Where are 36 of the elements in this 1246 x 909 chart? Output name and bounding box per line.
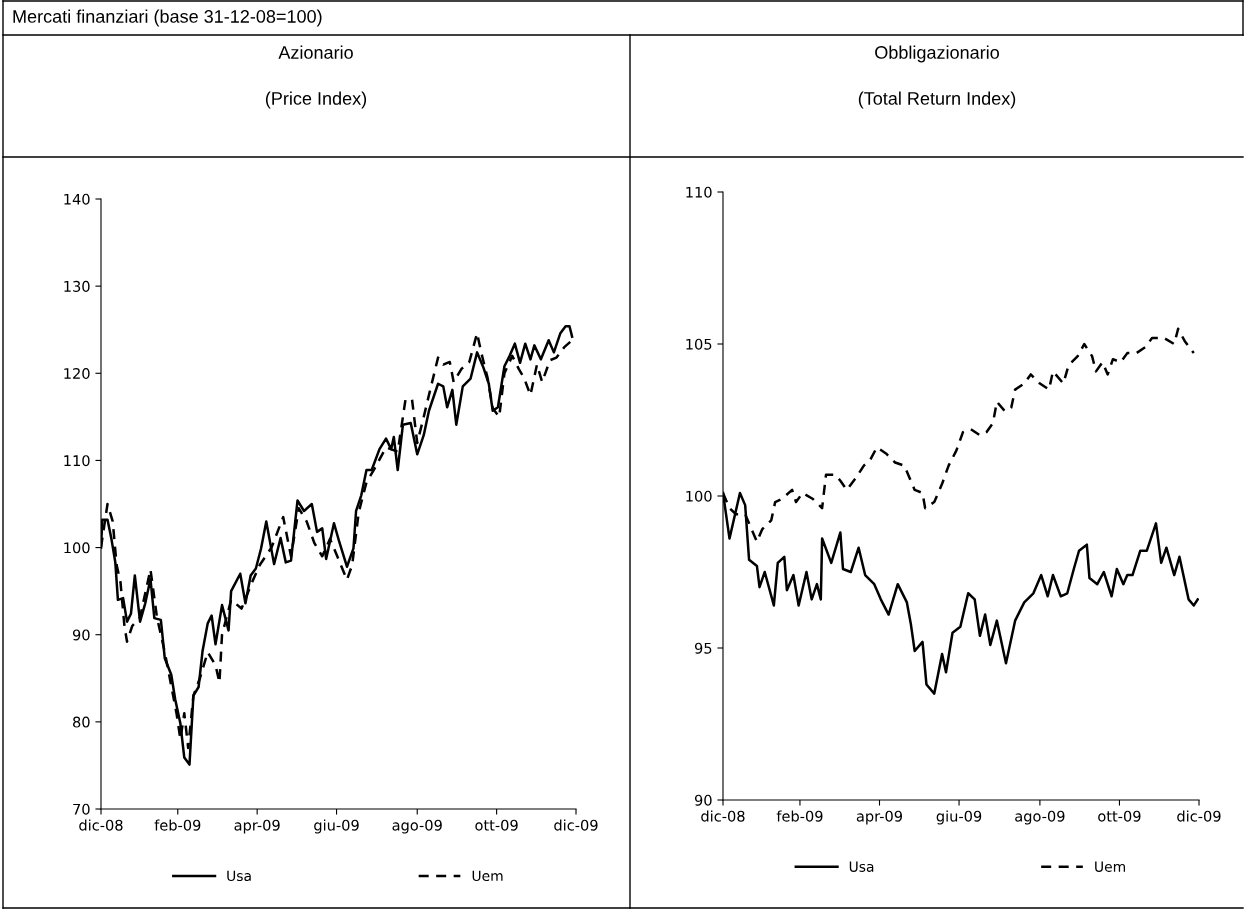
y-tick-label: 100: [64, 542, 90, 554]
legend-label: Usa: [227, 870, 251, 882]
x-tick-label: apr-09: [856, 810, 903, 825]
y-tick-label: 105: [686, 338, 712, 350]
legend-label: Uem: [472, 870, 503, 882]
chart-subtitle: (Price Index): [265, 91, 367, 109]
text: Mercati finanziari (base 31-12-08=100): [13, 9, 322, 27]
x-tick-label: dic-08: [701, 810, 745, 822]
chart-title: Obbligazionario: [875, 45, 999, 63]
x-tick-label: dic-09: [554, 819, 598, 831]
x-tick-label: ott-09: [1098, 810, 1141, 822]
y-tick-label: 120: [64, 368, 90, 380]
y-tick-label: 90: [72, 629, 90, 641]
x-tick-label: apr-09: [234, 819, 280, 834]
chart-subtitle: (Total Return Index): [858, 91, 1016, 109]
y-tick-label: 110: [686, 186, 712, 198]
x-tick-label: dic-09: [1177, 810, 1221, 822]
y-tick-label: 70: [73, 803, 90, 815]
x-tick-label: giu-09: [314, 819, 359, 834]
y-tick-label: 140: [64, 193, 90, 205]
y-tick-label: 90: [694, 794, 712, 806]
y-tick-label: 95: [694, 642, 712, 654]
x-tick-label: ago-09: [1015, 810, 1065, 825]
x-tick-label: feb-09: [776, 810, 823, 822]
x-tick-label: ott-09: [475, 819, 518, 831]
y-tick-label: 110: [64, 455, 90, 467]
x-tick-label: dic-08: [79, 819, 123, 831]
y-tick-label: 80: [73, 716, 90, 728]
y-tick-label: 130: [64, 280, 90, 292]
y-tick-label: 100: [686, 490, 712, 502]
legend-label: Uem: [1095, 861, 1126, 872]
legend-label: Usa: [849, 861, 874, 872]
x-tick-label: giu-09: [936, 810, 982, 825]
chart-title: Azionario: [278, 45, 353, 59]
x-tick-label: ago-09: [392, 819, 442, 834]
x-tick-label: feb-09: [154, 819, 201, 831]
